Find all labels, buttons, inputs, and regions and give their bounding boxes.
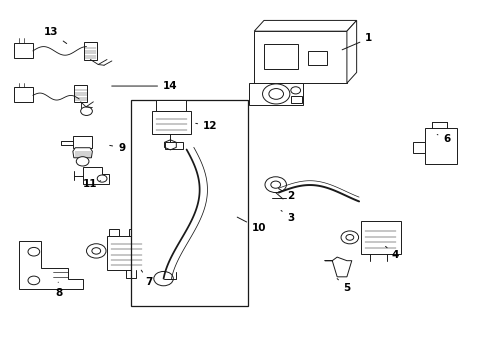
Circle shape xyxy=(264,177,286,193)
Text: 1: 1 xyxy=(342,33,372,50)
Circle shape xyxy=(92,248,101,254)
Text: 13: 13 xyxy=(43,27,66,44)
Bar xyxy=(14,43,33,58)
Circle shape xyxy=(262,84,289,104)
Bar xyxy=(107,235,146,270)
Polygon shape xyxy=(346,21,356,83)
Text: 12: 12 xyxy=(195,121,217,131)
Circle shape xyxy=(86,244,106,258)
Circle shape xyxy=(97,175,107,182)
Text: 2: 2 xyxy=(278,189,294,201)
Bar xyxy=(156,100,185,111)
Bar xyxy=(74,85,87,102)
Bar xyxy=(152,111,190,134)
Text: 14: 14 xyxy=(111,81,177,91)
Polygon shape xyxy=(424,128,456,164)
Circle shape xyxy=(76,157,89,166)
Text: 4: 4 xyxy=(385,246,399,260)
Text: 10: 10 xyxy=(237,217,266,233)
Polygon shape xyxy=(254,31,346,83)
Bar xyxy=(73,136,92,148)
Bar xyxy=(360,221,400,253)
Text: 7: 7 xyxy=(141,270,153,287)
Bar xyxy=(14,87,33,102)
Circle shape xyxy=(28,247,40,256)
Bar xyxy=(83,41,97,59)
Bar xyxy=(109,229,119,235)
Circle shape xyxy=(270,181,280,188)
Bar xyxy=(129,229,139,235)
Text: 5: 5 xyxy=(336,279,350,293)
Bar xyxy=(264,44,298,69)
Polygon shape xyxy=(412,142,424,153)
Text: 11: 11 xyxy=(82,179,101,189)
Polygon shape xyxy=(249,83,303,105)
Circle shape xyxy=(290,87,300,94)
Bar xyxy=(290,96,301,103)
Text: 6: 6 xyxy=(436,134,449,144)
Circle shape xyxy=(154,271,173,286)
Circle shape xyxy=(340,231,358,244)
Circle shape xyxy=(268,89,283,99)
Polygon shape xyxy=(73,148,92,158)
Text: 9: 9 xyxy=(109,143,125,153)
Polygon shape xyxy=(82,167,109,184)
Bar xyxy=(164,141,182,149)
Bar xyxy=(307,51,327,65)
Circle shape xyxy=(81,107,92,116)
Bar xyxy=(131,100,248,306)
Polygon shape xyxy=(254,21,356,31)
Text: 3: 3 xyxy=(281,211,294,222)
Polygon shape xyxy=(19,241,82,289)
Text: 8: 8 xyxy=(56,282,62,298)
Circle shape xyxy=(345,234,353,240)
Circle shape xyxy=(28,276,40,285)
